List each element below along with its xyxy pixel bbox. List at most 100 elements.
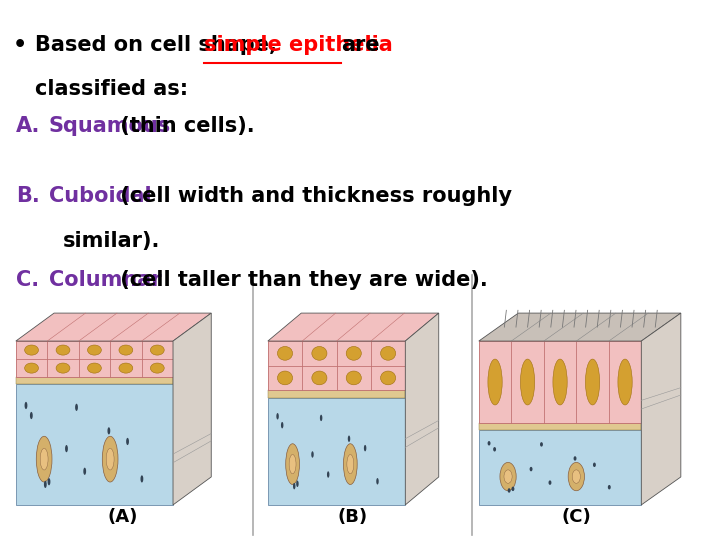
Text: (thin cells).: (thin cells).: [114, 116, 255, 136]
Ellipse shape: [608, 485, 611, 489]
Ellipse shape: [277, 371, 292, 385]
Ellipse shape: [346, 347, 361, 360]
Ellipse shape: [343, 444, 357, 484]
Ellipse shape: [327, 471, 330, 478]
Bar: [336, 366, 371, 390]
Ellipse shape: [540, 442, 543, 447]
Ellipse shape: [48, 478, 50, 485]
Ellipse shape: [381, 371, 396, 385]
Ellipse shape: [24, 345, 38, 355]
Ellipse shape: [286, 444, 300, 484]
Ellipse shape: [346, 371, 361, 385]
Ellipse shape: [500, 462, 516, 491]
Ellipse shape: [504, 470, 512, 483]
Ellipse shape: [102, 436, 118, 482]
Bar: [479, 341, 642, 423]
Ellipse shape: [150, 363, 164, 373]
Ellipse shape: [281, 422, 284, 428]
Ellipse shape: [296, 481, 299, 487]
Ellipse shape: [126, 438, 129, 445]
Bar: [268, 341, 405, 390]
Polygon shape: [173, 313, 211, 505]
Ellipse shape: [65, 445, 68, 452]
Text: C.: C.: [16, 270, 39, 290]
Bar: [268, 341, 302, 366]
Bar: [609, 341, 642, 423]
Ellipse shape: [618, 359, 632, 405]
Bar: [142, 359, 173, 377]
Bar: [371, 366, 405, 390]
Ellipse shape: [508, 488, 510, 492]
Bar: [48, 359, 78, 377]
Bar: [302, 366, 336, 390]
Ellipse shape: [56, 363, 70, 373]
Ellipse shape: [593, 463, 596, 467]
Ellipse shape: [293, 483, 295, 489]
Ellipse shape: [107, 448, 114, 470]
Ellipse shape: [150, 345, 164, 355]
Ellipse shape: [549, 481, 552, 485]
Ellipse shape: [572, 470, 580, 483]
Bar: [142, 341, 173, 359]
Ellipse shape: [277, 347, 292, 360]
Ellipse shape: [107, 427, 110, 435]
Ellipse shape: [511, 487, 514, 491]
Ellipse shape: [364, 445, 366, 451]
Text: A.: A.: [16, 116, 40, 136]
Polygon shape: [642, 313, 681, 505]
Ellipse shape: [40, 448, 48, 470]
Bar: [576, 341, 609, 423]
Ellipse shape: [36, 436, 52, 482]
Bar: [302, 341, 336, 366]
Ellipse shape: [377, 478, 379, 484]
Text: (C): (C): [561, 509, 591, 526]
Bar: [479, 341, 511, 423]
Ellipse shape: [30, 412, 32, 419]
Text: •: •: [13, 35, 27, 55]
Polygon shape: [479, 313, 681, 341]
Ellipse shape: [75, 404, 78, 411]
Ellipse shape: [493, 447, 496, 451]
Bar: [48, 341, 78, 359]
Ellipse shape: [24, 363, 38, 373]
Bar: [511, 341, 544, 423]
Ellipse shape: [568, 462, 585, 491]
Bar: [78, 341, 110, 359]
Bar: [78, 359, 110, 377]
Ellipse shape: [312, 371, 327, 385]
Ellipse shape: [381, 347, 396, 360]
Ellipse shape: [119, 363, 132, 373]
Bar: [16, 377, 173, 384]
Text: (A): (A): [107, 509, 138, 526]
Ellipse shape: [348, 436, 350, 442]
Ellipse shape: [140, 475, 143, 483]
Bar: [16, 359, 48, 377]
Text: (B): (B): [338, 509, 368, 526]
Polygon shape: [268, 313, 438, 341]
Bar: [544, 341, 576, 423]
Polygon shape: [405, 313, 438, 505]
Ellipse shape: [320, 415, 323, 421]
Text: Squamous: Squamous: [49, 116, 171, 136]
Ellipse shape: [347, 455, 354, 474]
Ellipse shape: [488, 359, 503, 405]
Text: Cuboidal: Cuboidal: [49, 186, 152, 206]
Ellipse shape: [574, 456, 577, 461]
Bar: [336, 341, 371, 366]
Text: classified as:: classified as:: [35, 79, 188, 99]
Text: (cell width and thickness roughly: (cell width and thickness roughly: [114, 186, 513, 206]
Ellipse shape: [119, 345, 132, 355]
Ellipse shape: [311, 451, 314, 458]
Text: are: are: [341, 35, 379, 55]
Bar: [16, 341, 173, 377]
Ellipse shape: [276, 413, 279, 420]
Ellipse shape: [44, 481, 47, 488]
Ellipse shape: [521, 359, 535, 405]
Ellipse shape: [289, 455, 296, 474]
Text: Columnar: Columnar: [49, 270, 161, 290]
Bar: [268, 397, 405, 505]
Ellipse shape: [24, 402, 27, 409]
Bar: [16, 384, 173, 505]
Text: Based on cell shape,: Based on cell shape,: [35, 35, 284, 55]
Ellipse shape: [84, 468, 86, 475]
